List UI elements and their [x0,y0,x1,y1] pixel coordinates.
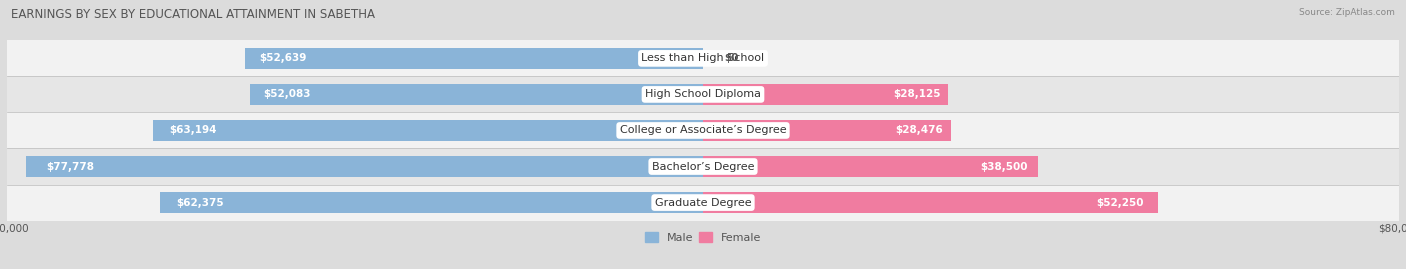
Text: College or Associate’s Degree: College or Associate’s Degree [620,125,786,136]
Text: $63,194: $63,194 [170,125,218,136]
Bar [27,156,703,177]
Bar [703,120,950,141]
Text: $52,083: $52,083 [263,89,311,100]
Bar [250,84,703,105]
Text: $28,476: $28,476 [896,125,943,136]
Text: $77,778: $77,778 [46,161,94,172]
Text: EARNINGS BY SEX BY EDUCATIONAL ATTAINMENT IN SABETHA: EARNINGS BY SEX BY EDUCATIONAL ATTAINMEN… [11,8,375,21]
Bar [7,40,1399,76]
Bar [7,148,1399,185]
Bar [153,120,703,141]
Text: $28,125: $28,125 [893,89,941,100]
Bar [703,84,948,105]
Text: Graduate Degree: Graduate Degree [655,197,751,208]
Text: $0: $0 [724,53,740,63]
Text: High School Diploma: High School Diploma [645,89,761,100]
Bar [7,185,1399,221]
Bar [245,48,703,69]
Legend: Male, Female: Male, Female [640,228,766,247]
Bar [703,192,1157,213]
Bar [7,76,1399,112]
Text: Source: ZipAtlas.com: Source: ZipAtlas.com [1299,8,1395,17]
Text: $52,250: $52,250 [1097,197,1144,208]
Bar [7,112,1399,148]
Text: $38,500: $38,500 [980,161,1028,172]
Text: $62,375: $62,375 [177,197,225,208]
Text: Bachelor’s Degree: Bachelor’s Degree [652,161,754,172]
Text: $52,639: $52,639 [259,53,307,63]
Bar [160,192,703,213]
Bar [703,156,1038,177]
Text: Less than High School: Less than High School [641,53,765,63]
